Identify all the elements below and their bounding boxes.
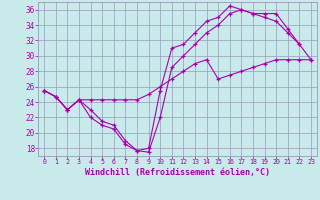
- X-axis label: Windchill (Refroidissement éolien,°C): Windchill (Refroidissement éolien,°C): [85, 168, 270, 177]
